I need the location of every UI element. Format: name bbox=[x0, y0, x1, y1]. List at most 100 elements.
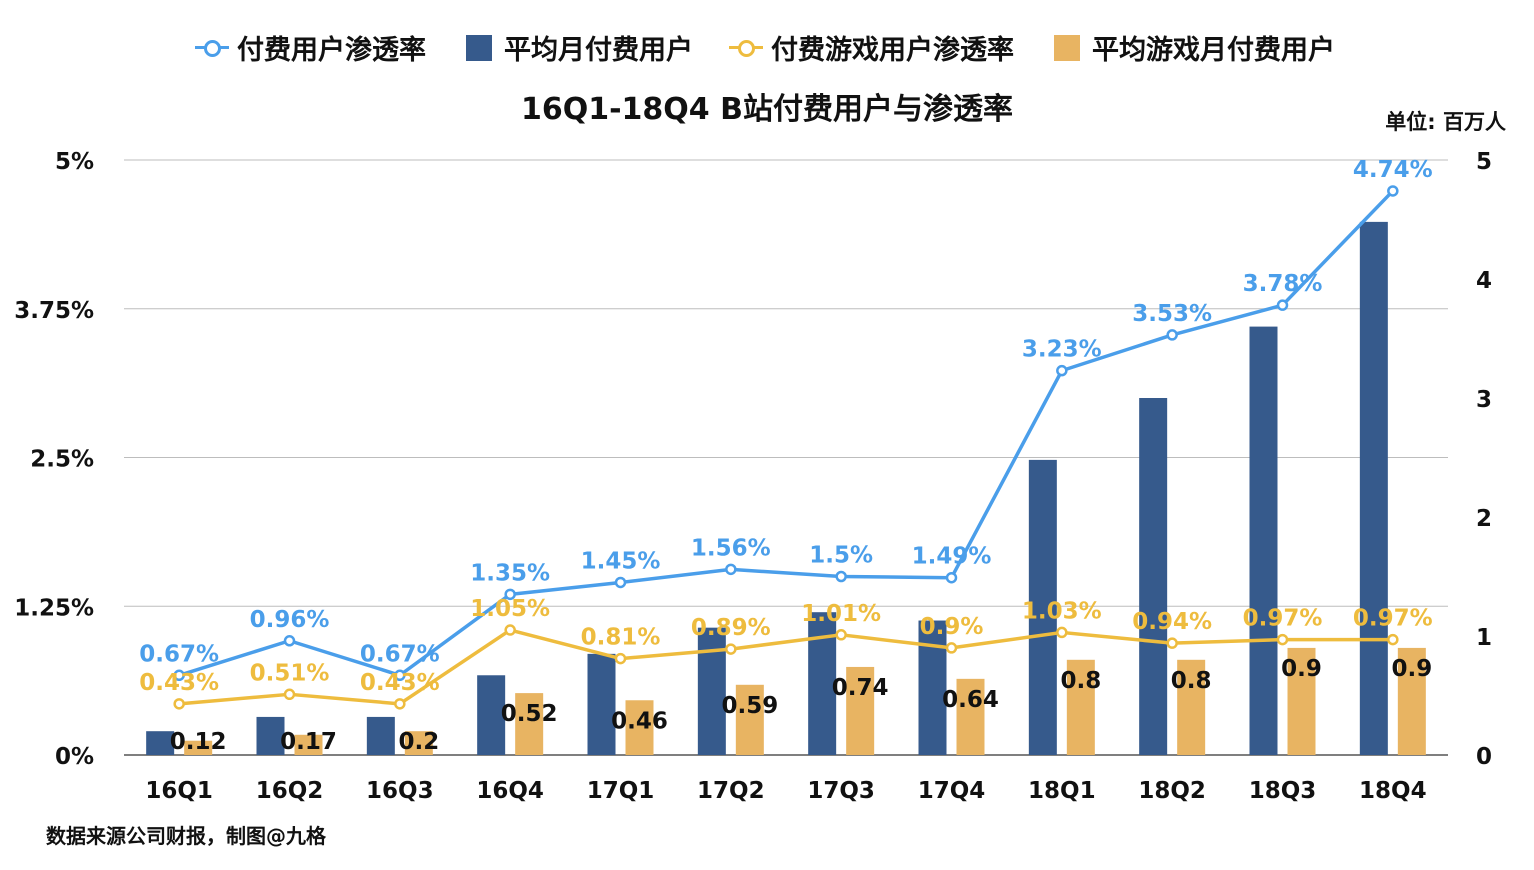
line-point-marker bbox=[394, 669, 406, 682]
bar-avg-game-paid-users bbox=[846, 666, 875, 755]
source-note: 数据来源公司财报，制图@九格 bbox=[46, 824, 326, 848]
x-axis-tick-label: 16Q4 bbox=[476, 778, 544, 804]
line-game-paid-penetration bbox=[179, 628, 1393, 706]
left-axis-tick-label: 5% bbox=[55, 149, 94, 175]
x-axis-tick-label: 17Q1 bbox=[587, 778, 655, 804]
bar-swatch-icon bbox=[466, 34, 492, 61]
bar-data-label: 0.12 bbox=[170, 729, 227, 755]
line-point-marker bbox=[1387, 185, 1399, 197]
bar-avg-game-paid-users bbox=[1177, 659, 1206, 755]
bar-avg-game-paid-users bbox=[956, 678, 985, 755]
line-point-marker bbox=[945, 571, 958, 584]
bar-avg-monthly-paid-users bbox=[256, 716, 285, 755]
line-data-label: 0.81% bbox=[581, 625, 661, 651]
legend-item-avg-game-paid-users: 平均游戏月付费用户 bbox=[1054, 28, 1335, 67]
line-data-label: 3.23% bbox=[1022, 337, 1102, 363]
line-data-label: 0.89% bbox=[691, 615, 771, 641]
line-point-marker bbox=[614, 652, 627, 665]
line-data-label: 3.53% bbox=[1132, 301, 1212, 327]
line-data-label: 0.67% bbox=[360, 641, 440, 667]
bar-avg-game-paid-users bbox=[515, 693, 544, 755]
bar-avg-monthly-paid-users bbox=[587, 653, 616, 755]
bar-avg-monthly-paid-users bbox=[1249, 326, 1278, 755]
bar-data-label: 0.9 bbox=[1281, 656, 1322, 682]
bar-data-label: 0.52 bbox=[501, 701, 558, 727]
bar-avg-game-paid-users bbox=[404, 731, 433, 755]
line-paid-user-penetration bbox=[178, 189, 1395, 678]
chart-legend: 付费用户渗透率 平均月付费用户 付费游戏用户渗透率 平均游戏月付费用户 bbox=[0, 28, 1534, 67]
bar-avg-game-paid-users bbox=[1066, 659, 1095, 755]
legend-label: 付费游戏用户渗透率 bbox=[771, 35, 1014, 66]
x-axis-tick-label: 18Q2 bbox=[1138, 778, 1206, 804]
legend-item-paid-user-penetration: 付费用户渗透率 bbox=[195, 28, 426, 67]
chart-title: 16Q1-18Q4 B站付费用户与渗透率 bbox=[520, 92, 1013, 127]
line-data-label: 0.97% bbox=[1353, 606, 1433, 632]
legend-label: 付费用户渗透率 bbox=[237, 35, 426, 66]
line-point-marker bbox=[1166, 637, 1178, 649]
line-data-label: 0.67% bbox=[139, 641, 219, 667]
bar-avg-monthly-paid-users bbox=[1139, 398, 1168, 755]
line-point-marker bbox=[1056, 626, 1068, 639]
line-marker-icon bbox=[729, 35, 763, 61]
line-point-marker bbox=[614, 576, 627, 589]
x-axis-tick-label: 16Q2 bbox=[256, 778, 324, 804]
bar-avg-game-paid-users bbox=[735, 684, 764, 755]
right-axis-tick-label: 0 bbox=[1476, 744, 1492, 770]
line-data-label: 1.03% bbox=[1022, 598, 1102, 624]
line-marker-icon bbox=[195, 35, 229, 61]
line-point-marker bbox=[725, 643, 737, 655]
x-axis-tick-label: 17Q4 bbox=[918, 778, 986, 804]
line-data-label: 0.51% bbox=[250, 660, 330, 686]
line-data-label: 0.43% bbox=[360, 670, 440, 696]
bar-avg-game-paid-users bbox=[294, 734, 323, 755]
legend-item-avg-monthly-paid-users: 平均月付费用户 bbox=[466, 28, 693, 67]
left-axis-tick-label: 0% bbox=[55, 744, 94, 770]
line-point-marker bbox=[725, 563, 737, 576]
bar-data-label: 0.9 bbox=[1391, 656, 1432, 682]
line-data-label: 0.97% bbox=[1243, 606, 1323, 632]
line-point-marker bbox=[835, 570, 847, 583]
line-data-label: 0.96% bbox=[250, 607, 330, 633]
x-axis-tick-label: 18Q3 bbox=[1249, 778, 1317, 804]
bar-avg-game-paid-users bbox=[625, 700, 654, 755]
right-axis-tick-label: 2 bbox=[1476, 506, 1492, 532]
line-data-label: 0.94% bbox=[1132, 609, 1212, 635]
line-point-marker bbox=[504, 588, 516, 601]
line-data-label: 0.43% bbox=[139, 670, 219, 696]
bar-data-label: 0.46 bbox=[611, 708, 668, 734]
line-point-marker bbox=[835, 629, 847, 641]
bar-data-label: 0.8 bbox=[1171, 668, 1212, 694]
line-data-label: 1.45% bbox=[581, 548, 661, 574]
right-axis-tick-label: 1 bbox=[1476, 625, 1492, 651]
bar-avg-monthly-paid-users bbox=[477, 675, 506, 755]
line-point-marker bbox=[173, 669, 185, 682]
bar-avg-game-paid-users bbox=[184, 740, 213, 755]
bar-data-label: 0.59 bbox=[721, 693, 778, 719]
legend-item-game-paid-penetration: 付费游戏用户渗透率 bbox=[729, 28, 1014, 67]
bar-data-label: 0.64 bbox=[942, 687, 999, 713]
left-axis-tick-label: 1.25% bbox=[14, 595, 94, 621]
line-point-marker bbox=[1276, 633, 1289, 646]
right-axis-tick-label: 5 bbox=[1476, 149, 1492, 175]
x-axis-tick-label: 16Q1 bbox=[145, 778, 213, 804]
bar-avg-game-paid-users bbox=[1397, 647, 1426, 755]
line-point-marker bbox=[504, 624, 516, 636]
line-data-label: 1.49% bbox=[912, 544, 992, 570]
line-data-label: 1.05% bbox=[470, 596, 550, 622]
line-data-label: 1.35% bbox=[470, 560, 550, 586]
bar-avg-monthly-paid-users bbox=[366, 716, 395, 755]
left-axis-tick-label: 2.5% bbox=[30, 447, 94, 473]
line-point-marker bbox=[945, 642, 958, 654]
bar-data-label: 0.2 bbox=[398, 729, 439, 755]
bar-data-label: 0.8 bbox=[1060, 668, 1101, 694]
bar-data-label: 0.74 bbox=[832, 675, 889, 701]
bar-avg-monthly-paid-users bbox=[697, 627, 726, 755]
line-data-label: 4.74% bbox=[1353, 157, 1433, 183]
line-data-label: 3.78% bbox=[1243, 271, 1323, 297]
line-point-marker bbox=[283, 635, 296, 647]
line-data-label: 1.01% bbox=[801, 601, 881, 627]
bar-data-label: 0.17 bbox=[280, 729, 337, 755]
line-point-marker bbox=[173, 698, 185, 710]
line-point-marker bbox=[394, 698, 406, 710]
